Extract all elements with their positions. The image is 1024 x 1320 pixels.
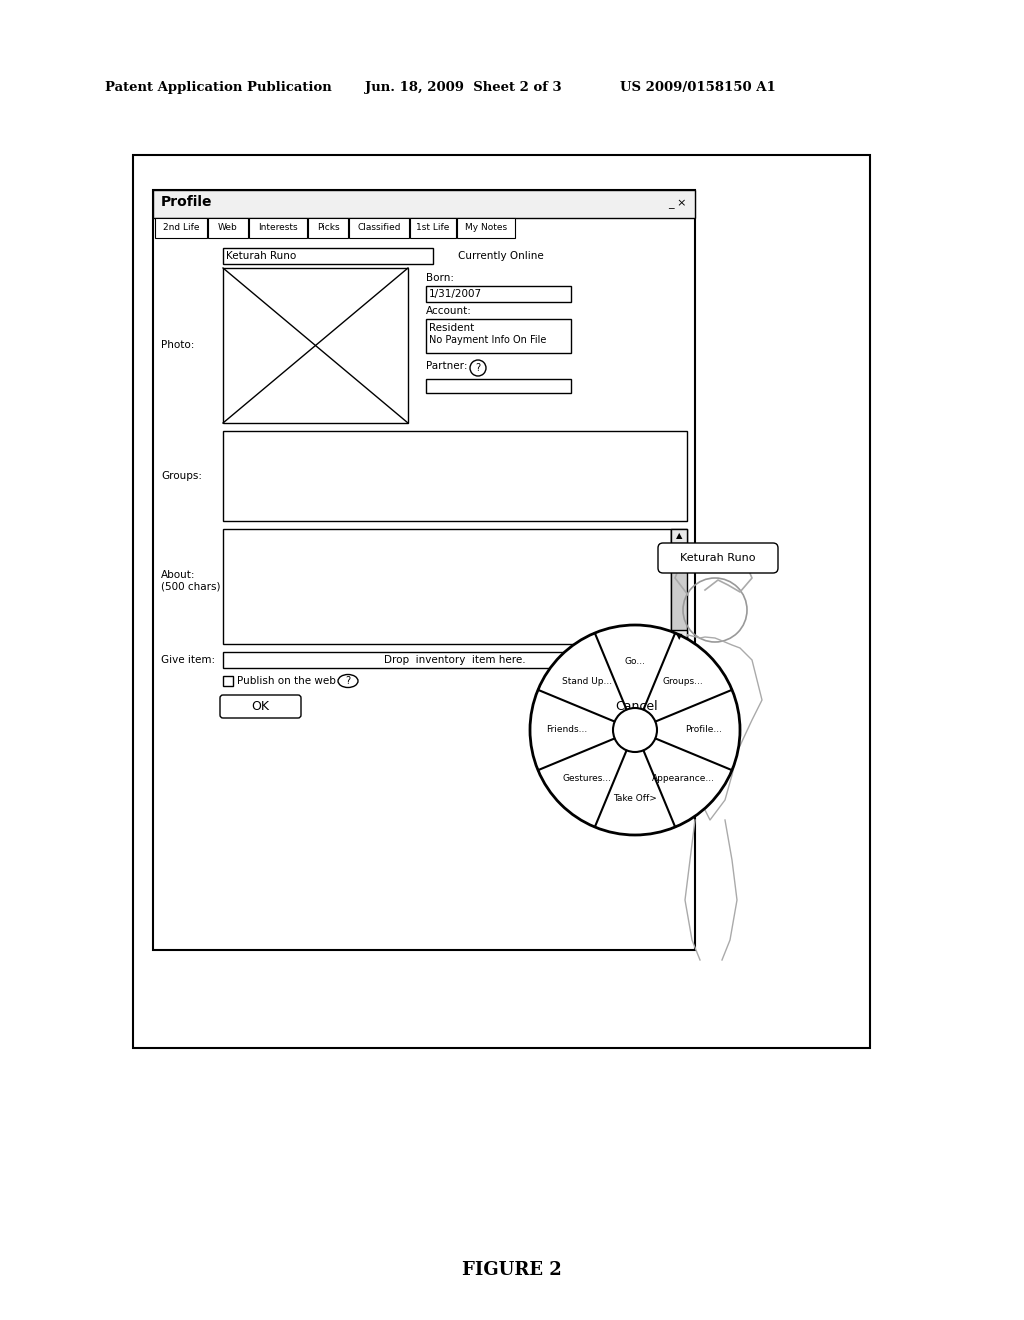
Bar xyxy=(457,218,515,238)
Text: 1st Life: 1st Life xyxy=(417,223,450,232)
Bar xyxy=(223,676,233,686)
Text: Resident: Resident xyxy=(429,323,474,333)
Text: Currently Online: Currently Online xyxy=(458,251,544,261)
Bar xyxy=(426,319,571,352)
Text: Take Off>: Take Off> xyxy=(613,793,657,803)
Text: US 2009/0158150 A1: US 2009/0158150 A1 xyxy=(620,82,776,95)
Bar xyxy=(671,529,687,644)
Bar xyxy=(153,190,695,218)
Bar xyxy=(410,218,456,238)
Text: Cancel: Cancel xyxy=(615,700,658,713)
Text: Go...: Go... xyxy=(625,657,645,667)
Bar xyxy=(223,652,687,668)
Text: Web: Web xyxy=(218,223,238,232)
Bar xyxy=(671,529,687,543)
Text: Keturah Runo: Keturah Runo xyxy=(226,251,296,261)
Text: Picks: Picks xyxy=(316,223,339,232)
Circle shape xyxy=(613,708,657,752)
Bar xyxy=(308,218,348,238)
Text: Born:: Born: xyxy=(426,273,454,282)
Bar xyxy=(155,218,207,238)
Text: My Notes: My Notes xyxy=(465,223,507,232)
Bar xyxy=(349,218,409,238)
Bar xyxy=(223,248,433,264)
Text: Jun. 18, 2009  Sheet 2 of 3: Jun. 18, 2009 Sheet 2 of 3 xyxy=(365,82,561,95)
Text: ?: ? xyxy=(475,363,480,374)
Text: _ ×: _ × xyxy=(668,199,686,209)
Text: Partner:: Partner: xyxy=(426,360,468,371)
Text: Keturah Runo: Keturah Runo xyxy=(680,553,756,564)
Bar xyxy=(133,154,870,1048)
Text: Account:: Account: xyxy=(426,306,472,315)
Text: Appearance...: Appearance... xyxy=(651,774,715,783)
Text: Patent Application Publication: Patent Application Publication xyxy=(105,82,332,95)
Bar xyxy=(223,268,408,422)
Circle shape xyxy=(470,360,486,376)
Text: 2nd Life: 2nd Life xyxy=(163,223,200,232)
FancyBboxPatch shape xyxy=(597,696,678,718)
Ellipse shape xyxy=(338,675,358,688)
Bar xyxy=(223,432,687,521)
Text: ?: ? xyxy=(345,676,350,686)
Text: Interests: Interests xyxy=(258,223,298,232)
Bar xyxy=(208,218,248,238)
Text: Classified: Classified xyxy=(357,223,400,232)
Text: About:
(500 chars): About: (500 chars) xyxy=(161,570,220,591)
Text: OK: OK xyxy=(251,700,269,713)
FancyBboxPatch shape xyxy=(220,696,301,718)
Circle shape xyxy=(530,624,740,836)
Bar xyxy=(671,630,687,644)
Text: ▲: ▲ xyxy=(676,532,682,540)
Text: Publish on the web: Publish on the web xyxy=(237,676,336,686)
Text: 1/31/2007: 1/31/2007 xyxy=(429,289,482,300)
Text: Friends...: Friends... xyxy=(546,726,588,734)
Text: Gestures...: Gestures... xyxy=(562,774,611,783)
Text: Give item:: Give item: xyxy=(161,655,215,665)
Text: Profile: Profile xyxy=(161,195,213,209)
Bar xyxy=(249,218,307,238)
Bar xyxy=(426,379,571,393)
Text: No Payment Info On File: No Payment Info On File xyxy=(429,335,547,345)
Text: ▼: ▼ xyxy=(676,632,682,642)
Bar xyxy=(153,190,695,950)
Text: Drop  inventory  item here.: Drop inventory item here. xyxy=(384,655,525,665)
Text: Stand Up...: Stand Up... xyxy=(562,677,611,686)
Text: Profile...: Profile... xyxy=(685,726,722,734)
Bar xyxy=(223,529,671,644)
Text: Photo:: Photo: xyxy=(161,341,195,351)
Text: FIGURE 2: FIGURE 2 xyxy=(462,1261,562,1279)
Text: Groups...: Groups... xyxy=(663,677,703,686)
Text: Groups:: Groups: xyxy=(161,471,202,480)
FancyBboxPatch shape xyxy=(658,543,778,573)
Bar xyxy=(426,286,571,302)
